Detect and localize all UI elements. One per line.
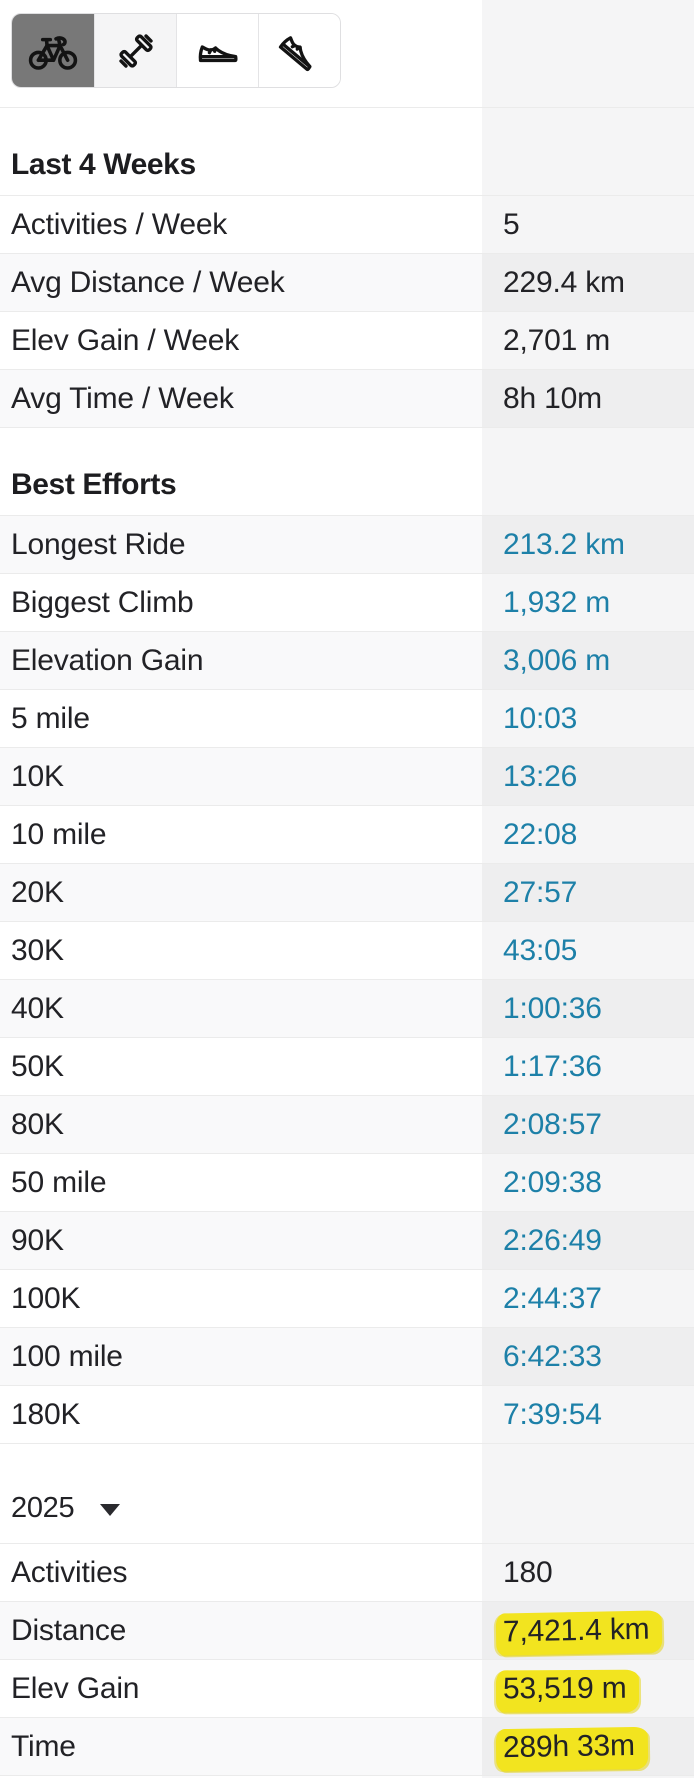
stat-value-link[interactable]: 13:26 — [503, 759, 578, 793]
table-row: Longest Ride 213.2 km — [0, 515, 694, 573]
stat-label: Activities — [0, 1544, 482, 1601]
stat-value-link[interactable]: 10:03 — [503, 701, 578, 735]
stat-value-link[interactable]: 1:00:36 — [503, 991, 602, 1025]
table-row: Elev Gain / Week 2,701 m — [0, 311, 694, 369]
table-row: 50K 1:17:36 — [0, 1037, 694, 1095]
table-row: Biggest Climb 1,932 m — [0, 573, 694, 631]
stat-value-link[interactable]: 7:39:54 — [503, 1397, 602, 1431]
stat-label: 40K — [0, 980, 482, 1037]
section-title: Best Efforts — [11, 468, 177, 501]
section-header-best-efforts: Best Efforts — [0, 427, 694, 515]
right-gutter — [482, 428, 694, 515]
stat-label: 80K — [0, 1096, 482, 1153]
table-row: Avg Time / Week 8h 10m — [0, 369, 694, 427]
table-row: 180K 7:39:54 — [0, 1385, 694, 1443]
stat-value-link[interactable]: 27:57 — [503, 875, 578, 909]
year-label: 2025 — [11, 1492, 75, 1524]
table-row: Activities 180 — [0, 1543, 694, 1601]
stat-value-link[interactable]: 2:26:49 — [503, 1223, 602, 1257]
table-row: Activities / Week 5 — [0, 195, 694, 253]
stat-label: 100 mile — [0, 1328, 482, 1385]
table-row: 100K 2:44:37 — [0, 1269, 694, 1327]
stat-label: Elev Gain — [0, 1660, 482, 1717]
highlighted-stat-value: 7,421.4 km — [495, 1609, 663, 1656]
stat-label: 10K — [0, 748, 482, 805]
table-row: 10K 13:26 — [0, 747, 694, 805]
stat-value-link[interactable]: 3,006 m — [503, 643, 610, 677]
highlighted-stat-value: 53,519 m — [495, 1669, 640, 1712]
caret-down-icon — [100, 1503, 121, 1516]
table-row: 5 mile 10:03 — [0, 689, 694, 747]
highlighted-stat-value: 289h 33m — [495, 1726, 649, 1771]
last-4-weeks-rows: Activities / Week 5 Avg Distance / Week … — [0, 195, 694, 427]
stat-value-link[interactable]: 1,932 m — [503, 585, 610, 619]
bike-icon — [27, 27, 79, 75]
stat-value-link[interactable]: 2:08:57 — [503, 1107, 602, 1141]
right-gutter — [482, 0, 694, 107]
stat-label: Elevation Gain — [0, 632, 482, 689]
stat-label: Elev Gain / Week — [0, 312, 482, 369]
sport-tab-walk[interactable] — [176, 14, 258, 87]
stat-label: 50 mile — [0, 1154, 482, 1211]
section-header-year: 2025 — [0, 1443, 694, 1543]
table-row: 10 mile 22:08 — [0, 805, 694, 863]
stat-label: Longest Ride — [0, 516, 482, 573]
stat-value: 5 — [482, 196, 694, 253]
year-dropdown-button[interactable]: 2025 — [11, 1492, 121, 1525]
stat-value: 2,701 m — [482, 312, 694, 369]
table-row: 40K 1:00:36 — [0, 979, 694, 1037]
year-rows: Activities 180 Distance 7,421.4 km Elev … — [0, 1543, 694, 1775]
table-row: Distance 7,421.4 km — [0, 1601, 694, 1659]
stat-label: Activities / Week — [0, 196, 482, 253]
stat-label: 50K — [0, 1038, 482, 1095]
table-row: 100 mile 6:42:33 — [0, 1327, 694, 1385]
section-header-last-4-weeks: Last 4 Weeks — [0, 107, 694, 195]
table-row: Time 289h 33m — [0, 1717, 694, 1775]
right-gutter — [482, 108, 694, 195]
dumbbell-icon — [112, 27, 160, 75]
stat-label: 90K — [0, 1212, 482, 1269]
stat-label: 10 mile — [0, 806, 482, 863]
stat-value: 229.4 km — [482, 254, 694, 311]
stat-label: 100K — [0, 1270, 482, 1327]
stat-label: Avg Time / Week — [0, 370, 482, 427]
sport-selector-block — [0, 0, 694, 107]
table-row: 30K 43:05 — [0, 921, 694, 979]
sport-tab-weight-training[interactable] — [94, 14, 176, 87]
table-row: Elevation Gain 3,006 m — [0, 631, 694, 689]
table-row: 80K 2:08:57 — [0, 1095, 694, 1153]
table-row: 20K 27:57 — [0, 863, 694, 921]
stat-value-link[interactable]: 1:17:36 — [503, 1049, 602, 1083]
right-gutter — [482, 1444, 694, 1543]
stat-value-link[interactable]: 22:08 — [503, 817, 578, 851]
stat-value-link[interactable]: 6:42:33 — [503, 1339, 602, 1373]
stat-value-link[interactable]: 2:09:38 — [503, 1165, 602, 1199]
table-row: Avg Distance / Week 229.4 km — [0, 253, 694, 311]
stat-value-link[interactable]: 43:05 — [503, 933, 578, 967]
running-shoe-icon — [275, 27, 325, 75]
sport-tab-run[interactable] — [258, 14, 340, 87]
table-row: 90K 2:26:49 — [0, 1211, 694, 1269]
walking-shoe-icon — [193, 27, 243, 75]
best-efforts-rows: Longest Ride 213.2 km Biggest Climb 1,93… — [0, 515, 694, 1443]
stat-label: 20K — [0, 864, 482, 921]
table-row: Elev Gain 53,519 m — [0, 1659, 694, 1717]
table-row: 50 mile 2:09:38 — [0, 1153, 694, 1211]
sport-selector — [11, 13, 341, 88]
partial-next-row — [0, 1775, 694, 1778]
section-title: Last 4 Weeks — [11, 148, 196, 181]
stat-value-link[interactable]: 2:44:37 — [503, 1281, 602, 1315]
stat-label: 180K — [0, 1386, 482, 1443]
stat-label: Biggest Climb — [0, 574, 482, 631]
stat-label: 30K — [0, 922, 482, 979]
stat-value-link[interactable]: 213.2 km — [503, 527, 625, 561]
stat-value: 8h 10m — [482, 370, 694, 427]
stat-label: 5 mile — [0, 690, 482, 747]
stat-label: Distance — [0, 1602, 482, 1659]
sport-tab-bike[interactable] — [12, 14, 94, 87]
stat-label: Avg Distance / Week — [0, 254, 482, 311]
stat-value: 180 — [482, 1544, 694, 1601]
stat-label: Time — [0, 1718, 482, 1775]
